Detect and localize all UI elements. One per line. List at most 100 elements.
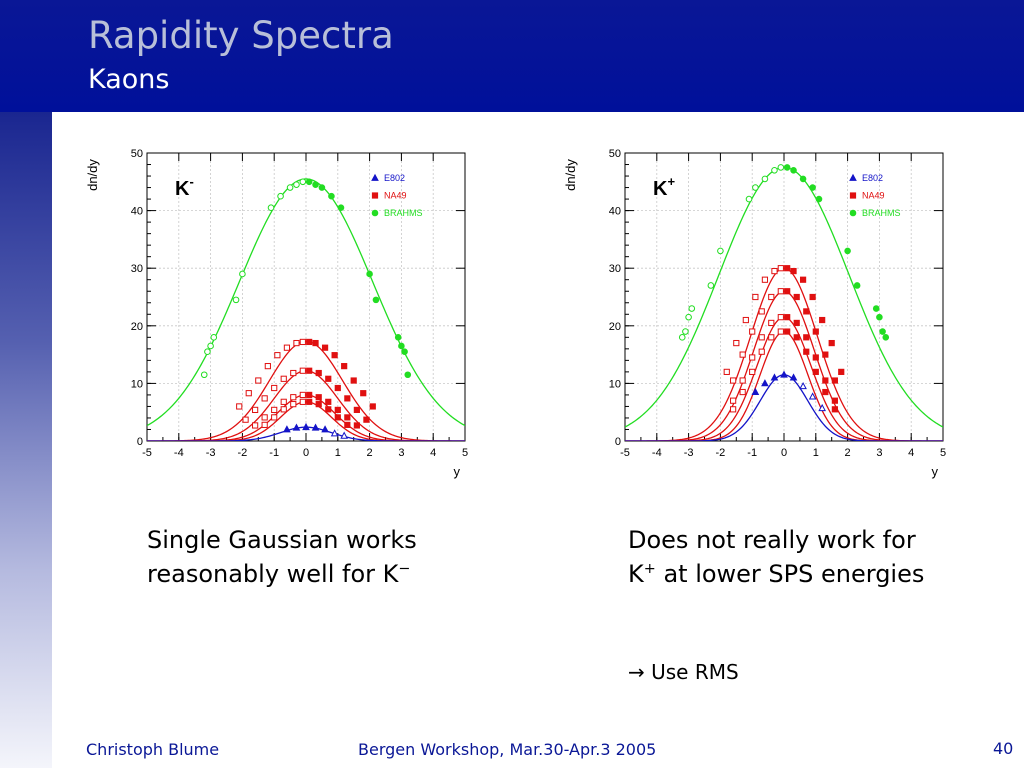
x-tick-label: 4 [908, 447, 914, 459]
data-point [312, 339, 319, 347]
data-point-open [290, 401, 297, 408]
series-brahms-0 [625, 164, 943, 428]
note-text: Use RMS [644, 660, 739, 684]
data-point [305, 178, 313, 186]
footer-event: Bergen Workshop, Mar.30-Apr.3 2005 [358, 740, 657, 759]
data-point [812, 354, 819, 361]
data-point-open [299, 398, 306, 405]
data-point [783, 164, 791, 171]
y-tick-label: 50 [609, 148, 621, 160]
data-point [815, 195, 823, 203]
data-point [404, 371, 412, 379]
data-point-open [761, 175, 769, 183]
data-point-open [749, 354, 756, 361]
panel-label: K+ [653, 174, 675, 200]
data-point-open [293, 339, 300, 347]
panel-label: K- [175, 174, 194, 200]
data-point [770, 373, 779, 381]
legend-entry: E802 [862, 173, 883, 183]
data-point [306, 398, 313, 405]
data-point [306, 367, 313, 374]
x-tick-label: -4 [174, 447, 184, 459]
data-point-open [252, 406, 259, 413]
data-point [292, 423, 301, 431]
data-point [369, 403, 376, 410]
data-point [315, 369, 322, 377]
x-tick-label: 2 [845, 447, 851, 459]
data-point-open [232, 296, 240, 304]
data-point-open [768, 319, 775, 327]
data-point-open [799, 382, 807, 390]
x-tick-label: 3 [876, 447, 882, 459]
footer-author: Christoph Blume [86, 740, 220, 759]
data-point-open [771, 166, 778, 174]
data-point [321, 425, 329, 433]
arrow-icon: → [628, 660, 645, 684]
y-axis-label: dn/dy [563, 159, 578, 191]
data-point [751, 387, 760, 395]
note: → Use RMS [628, 660, 739, 684]
data-point [325, 375, 332, 382]
data-point-open [271, 406, 278, 413]
data-point [337, 204, 345, 212]
panel-label-main: K [653, 178, 668, 200]
data-point [341, 363, 348, 370]
y-tick-label: 30 [131, 263, 143, 275]
data-point [315, 394, 322, 401]
grid [147, 153, 465, 441]
data-point [853, 282, 861, 289]
x-tick-label: 1 [335, 447, 341, 459]
data-point [803, 348, 810, 355]
data-point [334, 406, 341, 413]
data-point-open [752, 293, 759, 301]
y-tick-label: 0 [137, 436, 143, 448]
x-tick-label: 4 [430, 447, 436, 459]
panel-label-sup: + [667, 174, 675, 189]
y-tick-label: 10 [609, 378, 621, 390]
data-point-open [730, 406, 737, 413]
data-point [325, 398, 332, 405]
data-point-open [204, 348, 211, 356]
legend-entry: BRAHMS [384, 208, 423, 218]
data-point [872, 305, 880, 312]
data-point [328, 192, 335, 200]
data-point-open [245, 390, 252, 397]
data-point [311, 423, 320, 431]
data-point [784, 265, 791, 272]
data-point-open [685, 313, 692, 321]
data-point [812, 368, 819, 375]
data-point [306, 338, 313, 346]
data-point [334, 384, 341, 392]
x-tick-label: 2 [367, 447, 373, 459]
y-tick-label: 50 [131, 148, 143, 160]
data-point [353, 406, 360, 413]
data-point [793, 293, 800, 301]
data-point [790, 267, 797, 275]
data-point-open [299, 338, 306, 346]
x-tick-label: -2 [716, 447, 726, 459]
data-point [302, 422, 310, 431]
legend-entry: E802 [384, 173, 405, 183]
data-point-open [280, 375, 287, 382]
data-point [844, 247, 851, 255]
series-na49-1 [147, 338, 465, 441]
data-point-open [239, 270, 246, 278]
data-point [344, 395, 351, 402]
data-point [822, 377, 829, 384]
gaussian-fit-line [147, 178, 465, 427]
data-point [312, 181, 319, 188]
x-tick-label: -2 [238, 447, 248, 459]
legend-entry: NA49 [862, 191, 885, 201]
y-tick-label: 20 [609, 321, 621, 333]
panel-label-sup: - [189, 174, 193, 189]
data-point [318, 184, 326, 191]
data-point [803, 334, 810, 341]
data-point-open [745, 195, 753, 203]
data-point-open [742, 316, 749, 324]
data-point [876, 313, 883, 321]
y-tick-label: 40 [131, 206, 143, 218]
x-tick-label: 3 [398, 447, 404, 459]
data-point-open [340, 431, 348, 439]
